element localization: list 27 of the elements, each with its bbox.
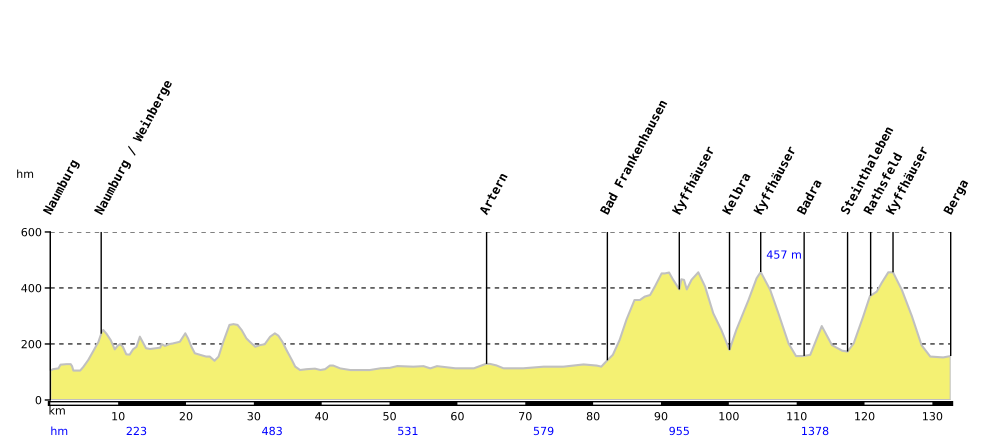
text: 1378 (802, 426, 828, 436)
x-tick-label: 130 (922, 412, 942, 420)
x-tick-label: 50 (383, 412, 396, 420)
x-tick-label: 120 (855, 412, 874, 420)
x-tick-label: 100 (719, 412, 739, 420)
x-tick-label: 20 (180, 412, 192, 420)
x-tick-label: 60 (451, 412, 464, 420)
text: 955 (669, 426, 689, 436)
text: 483 (262, 426, 282, 436)
text: 223 (126, 426, 146, 436)
x-tick-label: 30 (248, 412, 260, 420)
y-tick-label: 400 (21, 284, 42, 292)
annotation: 457 m (766, 250, 801, 259)
y-tick-label: 600 (22, 228, 42, 236)
x-tick-label: 110 (787, 412, 807, 420)
text: 579 (534, 426, 554, 436)
text: hm (51, 426, 68, 435)
y-tick-label: 200 (22, 340, 42, 348)
y-tick-label: 0 (36, 396, 42, 404)
x-tick-label: 40 (315, 412, 328, 420)
x-tick-label: 10 (112, 412, 124, 420)
x-axis-title: km (50, 406, 65, 414)
y-axis-title: hm (17, 169, 34, 178)
text: 531 (398, 426, 418, 436)
x-tick-label: 90 (654, 412, 668, 420)
x-tick-label: 80 (586, 412, 600, 420)
x-tick-label: 70 (519, 412, 532, 420)
